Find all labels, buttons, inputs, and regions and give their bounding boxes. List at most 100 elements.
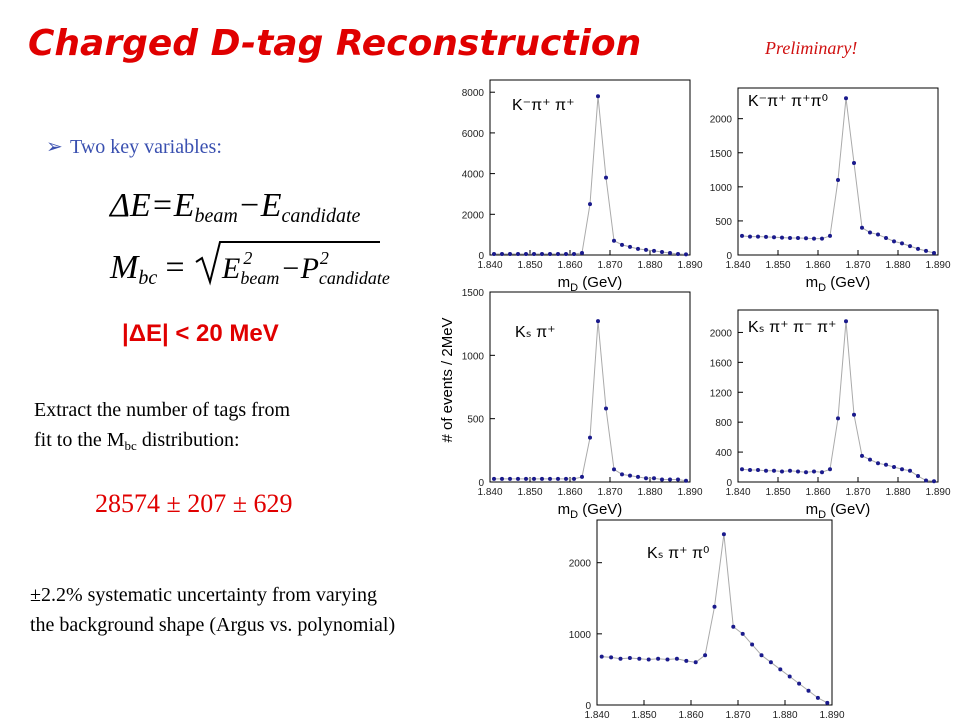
x-tick-label: 1.840 <box>725 487 750 498</box>
data-point <box>740 233 744 238</box>
data-point <box>797 681 802 686</box>
y-tick-label: 2000 <box>710 115 733 126</box>
fit-curve <box>741 98 935 254</box>
data-point <box>532 476 536 481</box>
data-point <box>876 461 880 466</box>
x-tick-label: 1.860 <box>805 260 830 271</box>
data-point <box>778 667 783 672</box>
data-point <box>516 251 520 256</box>
x-tick-label: 1.890 <box>819 710 844 720</box>
x-label-symbol: m <box>806 501 819 518</box>
data-point <box>508 251 512 256</box>
data-point <box>780 469 784 474</box>
data-point <box>492 251 496 256</box>
channel-label: K⁻π⁺ π⁺π⁰ <box>748 93 828 110</box>
x-tick-label: 1.880 <box>637 260 662 271</box>
data-point <box>768 660 773 665</box>
x-tick-label: 1.850 <box>631 710 656 720</box>
data-point <box>618 656 623 661</box>
channel-label: Kₛ π⁺ <box>515 324 556 341</box>
data-point <box>892 465 896 470</box>
data-point <box>646 657 651 662</box>
data-point <box>916 246 920 251</box>
data-point <box>500 251 504 256</box>
data-point <box>844 319 848 324</box>
data-point <box>908 468 912 473</box>
data-point <box>780 235 784 240</box>
x-label-symbol: m <box>558 501 571 518</box>
data-point <box>620 472 624 477</box>
bullet-text: Two key variables: <box>70 136 222 158</box>
data-point <box>860 453 864 458</box>
fit-curve <box>494 321 687 482</box>
data-point <box>764 468 768 473</box>
x-axis-label: mD (GeV) <box>806 274 871 294</box>
y-tick-label: 1500 <box>710 149 733 160</box>
x-label-sub: D <box>818 509 826 521</box>
data-point <box>884 462 888 467</box>
x-tick-label: 1.880 <box>772 710 797 720</box>
data-point <box>812 236 816 241</box>
data-point <box>820 470 824 475</box>
extract-line1: Extract the number of tags from <box>34 399 290 421</box>
plot-frame <box>596 519 833 706</box>
y-tick-label: 2000 <box>710 328 733 339</box>
data-point <box>908 244 912 249</box>
data-point <box>652 476 656 481</box>
data-point <box>628 244 632 249</box>
data-point <box>852 160 856 165</box>
x-label-unit: (GeV) <box>826 274 870 291</box>
plot-frame <box>737 309 939 483</box>
data-point <box>508 476 512 481</box>
x-tick-label: 1.850 <box>765 487 790 498</box>
y-tick-label: 0 <box>585 701 591 712</box>
y-tick-label: 500 <box>715 217 732 228</box>
y-tick-label: 1000 <box>710 183 733 194</box>
formula-mbc: Mbc = <box>109 249 186 289</box>
data-point <box>676 477 680 482</box>
data-point <box>764 234 768 239</box>
data-point <box>924 248 928 253</box>
data-point <box>772 468 776 473</box>
data-point <box>796 235 800 240</box>
data-point <box>637 656 642 661</box>
data-point <box>703 653 708 658</box>
data-point <box>684 478 688 483</box>
fit-curve <box>494 96 687 255</box>
extract-line2: fit to the Mbc distribution: <box>34 429 240 453</box>
data-point <box>644 247 648 252</box>
x-tick-label: 1.840 <box>584 710 609 720</box>
y-tick-label: 400 <box>715 448 732 459</box>
data-point <box>828 467 832 472</box>
data-point <box>676 251 680 256</box>
y-tick-label: 6000 <box>462 129 485 140</box>
data-point <box>660 477 664 482</box>
data-point <box>668 477 672 482</box>
x-label-unit: (GeV) <box>826 501 870 518</box>
data-point <box>588 435 592 440</box>
data-point <box>532 251 536 256</box>
x-axis-label: mD (GeV) <box>558 274 623 294</box>
data-point <box>868 457 872 462</box>
data-point <box>556 476 560 481</box>
data-point <box>548 251 552 256</box>
x-tick-label: 1.860 <box>805 487 830 498</box>
data-point <box>548 476 552 481</box>
channel-label: Kₛ π⁺ π⁰ <box>647 545 709 562</box>
y-tick-label: 4000 <box>462 170 485 181</box>
data-point <box>580 474 584 479</box>
data-point <box>815 695 820 700</box>
data-point <box>852 412 856 417</box>
x-tick-label: 1.880 <box>637 487 662 498</box>
data-point <box>721 532 726 537</box>
data-point <box>665 657 670 662</box>
data-point <box>806 688 811 693</box>
data-point <box>516 476 520 481</box>
data-point <box>860 225 864 230</box>
data-point <box>620 242 624 247</box>
x-tick-label: 1.890 <box>925 260 950 271</box>
x-tick-label: 1.850 <box>517 260 542 271</box>
data-point <box>750 642 755 647</box>
data-point <box>524 476 528 481</box>
data-point <box>636 474 640 479</box>
